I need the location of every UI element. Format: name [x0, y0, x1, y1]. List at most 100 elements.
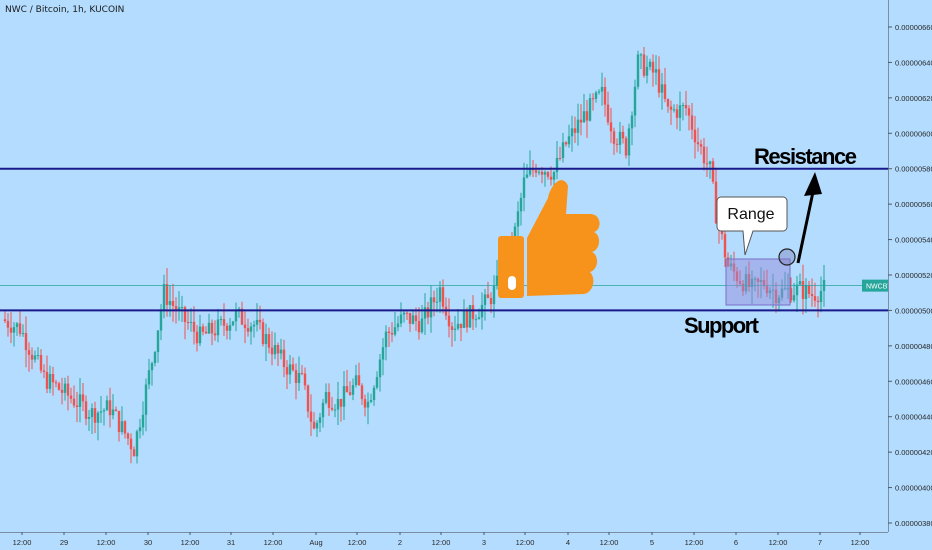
candle-body	[654, 69, 658, 73]
candle-body	[339, 398, 343, 407]
candle-body	[582, 111, 586, 123]
candle-body	[414, 315, 418, 322]
candle-body	[663, 84, 667, 99]
candle-body	[609, 122, 613, 132]
candle-body	[222, 319, 226, 326]
candle-body	[648, 61, 652, 67]
x-tick-label: 3	[482, 538, 486, 547]
candle-body	[597, 91, 601, 93]
y-tick-label: 0.00000540	[895, 236, 932, 245]
candle-body	[255, 319, 259, 325]
y-tick-label: 0.00000420	[895, 448, 932, 457]
candle-body	[387, 331, 391, 334]
candle-body	[591, 98, 595, 100]
candle-body	[27, 350, 31, 355]
candle-body	[21, 333, 25, 335]
candle-body	[69, 395, 73, 399]
candle-body	[792, 295, 796, 301]
candle-body	[33, 355, 37, 360]
candle-body	[483, 294, 487, 305]
breakout-circle	[778, 248, 796, 266]
candle-body	[165, 284, 169, 305]
candle-body	[99, 411, 103, 413]
candle-body	[246, 328, 250, 332]
candle-body	[135, 431, 139, 457]
x-tick-label: 12:00	[600, 538, 619, 547]
candle-body	[585, 111, 589, 121]
candle-body	[564, 142, 568, 145]
y-tick-label: 0.00000480	[895, 342, 932, 351]
candle-body	[438, 287, 442, 302]
candle-body	[87, 417, 91, 419]
x-tick-label: 12:00	[685, 538, 704, 547]
x-tick-label: 12:00	[769, 538, 788, 547]
candle-body	[180, 307, 184, 309]
candle-body	[369, 400, 373, 402]
y-tick-label: 0.00000460	[895, 377, 932, 386]
candle-body	[72, 398, 76, 406]
candle-body	[678, 105, 682, 118]
candle-body	[96, 412, 100, 423]
y-tick-label: 0.00000640	[895, 58, 932, 67]
candle-body	[423, 307, 427, 319]
candle-body	[396, 323, 400, 328]
candle-body	[399, 314, 403, 324]
candle-body	[642, 54, 646, 76]
candle-body	[144, 384, 148, 415]
candle-body	[405, 312, 409, 314]
candle-body	[627, 128, 631, 156]
candle-body	[129, 438, 133, 450]
candle-body	[573, 128, 577, 133]
candle-body	[345, 386, 349, 393]
candle-body	[93, 408, 97, 423]
candle-body	[672, 109, 676, 111]
candle-body	[12, 327, 16, 333]
candle-body	[429, 297, 433, 318]
candle-body	[600, 86, 604, 92]
candle-body	[588, 98, 592, 121]
candle-body	[450, 326, 454, 330]
candle-body	[132, 449, 136, 457]
candle-body	[801, 281, 805, 299]
candle-body	[453, 328, 457, 330]
time-axis[interactable]: 12:00 29 12:00 30 12:00 31 12:00 Aug 12:00 2 12:00…	[0, 532, 888, 547]
chart-title: NWC / Bitcoin, 1h, KUCOIN	[5, 5, 125, 15]
candle-body	[18, 323, 22, 334]
price-axis[interactable]: 0.00000660 0.00000640 0.00000620 0.00000600…	[888, 0, 932, 550]
candle-body	[240, 308, 244, 325]
candle-body	[690, 115, 694, 130]
x-tick-label: 12:00	[348, 538, 367, 547]
candle-body	[660, 84, 664, 93]
candle-body	[534, 170, 538, 173]
candle-body	[693, 129, 697, 143]
thumb-cuff-mark	[508, 276, 516, 290]
resistance-label: Resistance	[754, 144, 857, 169]
candle-body	[360, 385, 364, 400]
candle-body	[123, 421, 127, 434]
candle-body	[408, 312, 412, 324]
breakout-arrow-shaft	[796, 191, 815, 264]
candle-body	[42, 370, 46, 372]
candle-body	[474, 319, 478, 321]
candle-body	[705, 163, 709, 165]
candle-body	[279, 349, 283, 354]
candle-body	[348, 392, 352, 395]
candle-body	[675, 109, 679, 118]
candle-body	[84, 401, 88, 419]
candle-body	[723, 234, 727, 258]
candle-body	[186, 322, 190, 324]
candle-body	[495, 275, 499, 286]
candle-body	[282, 349, 286, 368]
candle-body	[402, 312, 406, 315]
candle-body	[486, 294, 490, 299]
candle-body	[48, 374, 52, 389]
candle-body	[447, 315, 451, 327]
candle-body	[630, 115, 634, 129]
candle-body	[354, 375, 358, 386]
candle-body	[312, 421, 316, 429]
candle-body	[3, 319, 7, 321]
candle-body	[522, 177, 526, 198]
candle-body	[30, 354, 34, 360]
